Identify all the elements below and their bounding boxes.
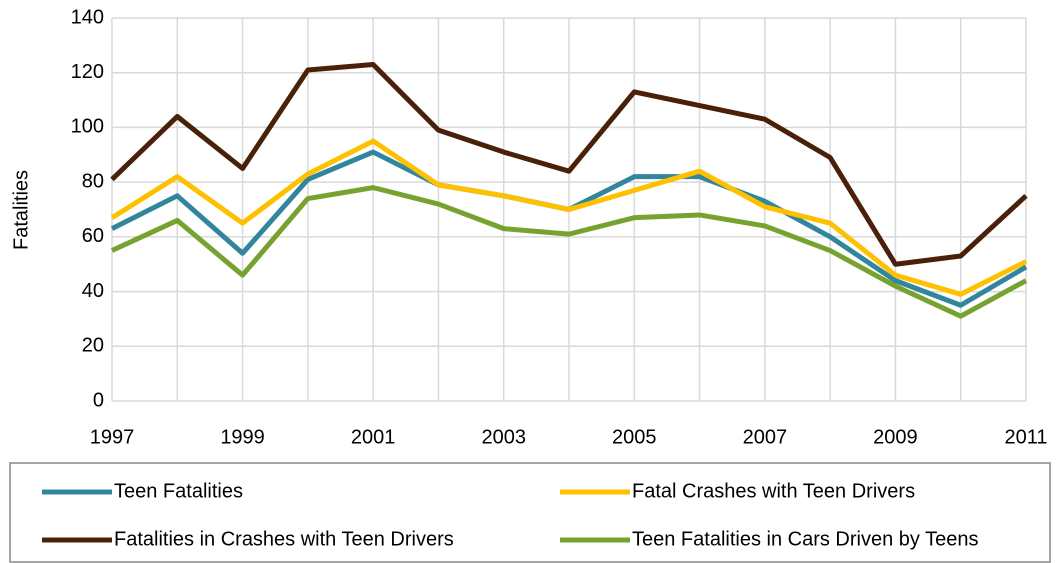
y-axis-label: Fatalities — [10, 170, 32, 250]
x-tick-label: 2009 — [873, 426, 918, 448]
y-tick-label: 120 — [71, 61, 104, 83]
legend-label: Teen Fatalities — [114, 480, 243, 502]
legend-label: Fatal Crashes with Teen Drivers — [632, 480, 915, 502]
y-tick-label: 60 — [82, 225, 104, 247]
y-tick-label: 100 — [71, 116, 104, 138]
x-tick-label: 2001 — [351, 426, 396, 448]
y-tick-label: 140 — [71, 6, 104, 28]
y-tick-label: 80 — [82, 170, 104, 192]
x-tick-label: 2007 — [743, 426, 788, 448]
y-tick-label: 0 — [93, 389, 104, 411]
series-line — [110, 138, 1028, 297]
x-tick-label: 2003 — [481, 426, 526, 448]
x-tick-label: 2011 — [1004, 426, 1047, 448]
series-line — [110, 62, 1028, 267]
x-tick-label: 1997 — [90, 426, 135, 448]
legend-box — [9, 462, 1051, 563]
y-tick-label: 20 — [82, 335, 104, 357]
series-line — [110, 185, 1028, 319]
x-tick-label: 1999 — [220, 426, 265, 448]
y-tick-label: 40 — [82, 280, 104, 302]
legend-label: Fatalities in Crashes with Teen Drivers — [114, 528, 454, 550]
x-tick-label: 2005 — [612, 426, 657, 448]
legend-label: Teen Fatalities in Cars Driven by Teens — [632, 528, 978, 550]
